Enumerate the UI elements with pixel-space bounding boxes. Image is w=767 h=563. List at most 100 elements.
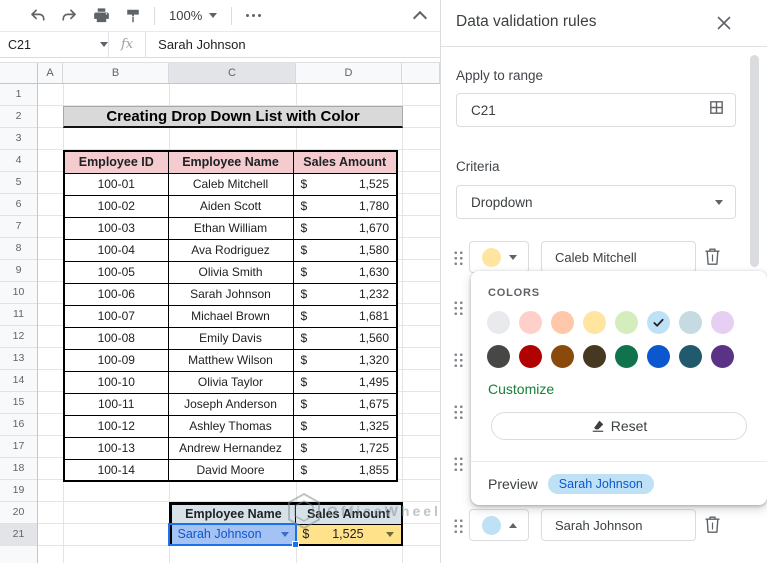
table-header-cell[interactable]: Employee ID xyxy=(63,150,169,174)
row-header-7[interactable]: 7 xyxy=(0,216,37,238)
row-header-9[interactable]: 9 xyxy=(0,260,37,282)
column-header-D[interactable]: D xyxy=(296,63,402,83)
name-box[interactable]: C21 xyxy=(0,38,108,52)
color-swatch-dark-teal[interactable] xyxy=(679,345,702,368)
dropdown-cell-c21[interactable]: Sarah Johnson xyxy=(170,523,297,545)
drag-handle-icon[interactable] xyxy=(453,404,464,419)
color-swatch-light-yellow[interactable] xyxy=(583,311,606,334)
row-header-14[interactable]: 14 xyxy=(0,370,37,392)
employee-name-cell[interactable]: Olivia Smith xyxy=(167,260,294,284)
apply-to-range-input[interactable]: C21 xyxy=(456,93,736,127)
employee-id-cell[interactable]: 100-02 xyxy=(63,194,169,218)
cell-dropdown-icon[interactable] xyxy=(386,531,395,537)
option-color-button[interactable] xyxy=(469,509,529,541)
reset-button[interactable]: Reset xyxy=(491,412,747,440)
employee-name-cell[interactable]: Aiden Scott xyxy=(167,194,294,218)
row-header-1[interactable]: 1 xyxy=(0,84,37,106)
fill-handle[interactable] xyxy=(292,541,299,548)
employee-name-cell[interactable]: Emily Davis xyxy=(167,326,294,350)
paint-format-icon[interactable] xyxy=(120,4,146,28)
row-header-10[interactable]: 10 xyxy=(0,282,37,304)
option-color-button[interactable] xyxy=(469,241,529,273)
drag-handle-icon[interactable] xyxy=(453,456,464,471)
color-swatch-light-orange[interactable] xyxy=(551,311,574,334)
color-swatch-dark-purple[interactable] xyxy=(711,345,734,368)
employee-id-cell[interactable]: 100-11 xyxy=(63,392,169,416)
employee-id-cell[interactable]: 100-05 xyxy=(63,260,169,284)
formula-bar-value[interactable]: Sarah Johnson xyxy=(158,37,246,52)
row-header-17[interactable]: 17 xyxy=(0,436,37,458)
undo-icon[interactable] xyxy=(24,4,50,28)
delete-option-icon[interactable] xyxy=(704,247,724,267)
color-swatch-light-gray[interactable] xyxy=(487,311,510,334)
row-header-20[interactable]: 20 xyxy=(0,502,37,524)
row-header-3[interactable]: 3 xyxy=(0,128,37,150)
employee-name-cell[interactable]: Andrew Hernandez xyxy=(167,436,294,460)
panel-scrollbar[interactable] xyxy=(750,55,759,267)
row-header-4[interactable]: 4 xyxy=(0,150,37,172)
option-text-input[interactable]: Sarah Johnson xyxy=(541,509,696,541)
sales-amount-cell[interactable]: $1,630 xyxy=(292,260,398,284)
sheet-title-cell[interactable]: Creating Drop Down List with Color xyxy=(63,106,403,128)
color-swatch-light-blue[interactable] xyxy=(647,311,670,334)
color-swatch-dark-brown[interactable] xyxy=(583,345,606,368)
sales-amount-cell[interactable]: $1,670 xyxy=(292,216,398,240)
color-swatch-light-cyan[interactable] xyxy=(679,311,702,334)
column-header-B[interactable]: B xyxy=(63,63,169,83)
employee-id-cell[interactable]: 100-07 xyxy=(63,304,169,328)
close-icon[interactable] xyxy=(713,12,735,34)
sales-amount-cell[interactable]: $1,495 xyxy=(292,370,398,394)
employee-id-cell[interactable]: 100-03 xyxy=(63,216,169,240)
delete-option-icon[interactable] xyxy=(704,515,724,535)
employee-name-cell[interactable]: Ethan William xyxy=(167,216,294,240)
sales-amount-cell[interactable]: $1,675 xyxy=(292,392,398,416)
employee-name-cell[interactable]: Caleb Mitchell xyxy=(167,172,294,196)
row-header-11[interactable]: 11 xyxy=(0,304,37,326)
sales-amount-cell[interactable]: $1,560 xyxy=(292,326,398,350)
employee-name-cell[interactable]: Ava Rodriguez xyxy=(167,238,294,262)
employee-name-cell[interactable]: Olivia Taylor xyxy=(167,370,294,394)
sales-amount-cell[interactable]: $1,725 xyxy=(292,436,398,460)
zoom-control[interactable]: 100% xyxy=(163,8,223,23)
row-header-12[interactable]: 12 xyxy=(0,326,37,348)
employee-id-cell[interactable]: 100-01 xyxy=(63,172,169,196)
color-swatch-dark-orange[interactable] xyxy=(551,345,574,368)
color-swatch-dark-red[interactable] xyxy=(519,345,542,368)
row-header-15[interactable]: 15 xyxy=(0,392,37,414)
sales-amount-cell[interactable]: $1,525 xyxy=(292,172,398,196)
employee-id-cell[interactable]: 100-10 xyxy=(63,370,169,394)
employee-id-cell[interactable]: 100-08 xyxy=(63,326,169,350)
row-header-2[interactable]: 2 xyxy=(0,106,37,128)
row-header-18[interactable]: 18 xyxy=(0,458,37,480)
color-swatch-dark-blue[interactable] xyxy=(647,345,670,368)
lookup-amount-header[interactable]: Sales Amount xyxy=(295,503,402,525)
sales-amount-cell[interactable]: $1,320 xyxy=(292,348,398,372)
row-header-8[interactable]: 8 xyxy=(0,238,37,260)
option-text-input[interactable]: Caleb Mitchell xyxy=(541,241,696,273)
column-header-partial[interactable] xyxy=(402,63,440,83)
dropdown-cell-d21[interactable]: $ 1,525 xyxy=(295,523,402,545)
criteria-select[interactable]: Dropdown xyxy=(456,185,736,219)
sales-amount-cell[interactable]: $1,780 xyxy=(292,194,398,218)
row-header-6[interactable]: 6 xyxy=(0,194,37,216)
employee-name-cell[interactable]: Ashley Thomas xyxy=(167,414,294,438)
print-icon[interactable] xyxy=(88,4,114,28)
customize-link[interactable]: Customize xyxy=(488,381,555,397)
drag-handle-icon[interactable] xyxy=(453,250,464,265)
sales-amount-cell[interactable]: $1,855 xyxy=(292,458,398,482)
row-header-21[interactable]: 21 xyxy=(0,524,37,546)
employee-name-cell[interactable]: David Moore xyxy=(167,458,294,482)
sales-amount-cell[interactable]: $1,681 xyxy=(292,304,398,328)
color-swatch-light-red[interactable] xyxy=(519,311,542,334)
employee-id-cell[interactable]: 100-06 xyxy=(63,282,169,306)
color-swatch-light-green[interactable] xyxy=(615,311,638,334)
select-data-range-icon[interactable] xyxy=(708,99,725,121)
color-swatch-light-purple[interactable] xyxy=(711,311,734,334)
more-options-icon[interactable] xyxy=(240,14,267,17)
column-header-C[interactable]: C xyxy=(169,63,296,83)
employee-name-cell[interactable]: Joseph Anderson xyxy=(167,392,294,416)
color-swatch-dark-gray[interactable] xyxy=(487,345,510,368)
collapse-toolbar-icon[interactable] xyxy=(412,8,428,24)
drag-handle-icon[interactable] xyxy=(453,352,464,367)
employee-name-cell[interactable]: Matthew Wilson xyxy=(167,348,294,372)
